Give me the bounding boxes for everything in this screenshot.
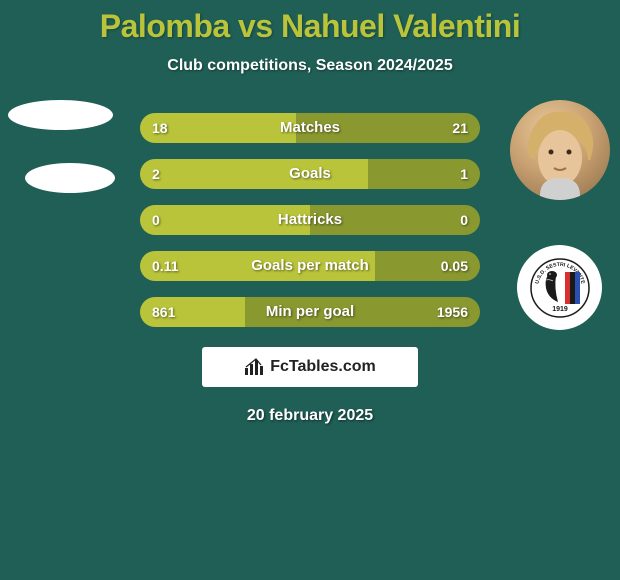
- stat-value-left: 18: [152, 113, 168, 143]
- crest-icon: U.S.D. SESTRI LEVANTE 1919: [530, 258, 590, 318]
- stat-value-right: 21: [452, 113, 468, 143]
- stat-label: Goals per match: [251, 251, 369, 281]
- stat-bar-left: [140, 159, 368, 189]
- face-icon: [510, 100, 610, 200]
- stat-value-right: 0.05: [441, 251, 468, 281]
- stat-label: Min per goal: [266, 297, 354, 327]
- player-right-avatar: [510, 100, 610, 200]
- club-right-badge: U.S.D. SESTRI LEVANTE 1919: [517, 245, 602, 330]
- stat-value-right: 0: [460, 205, 468, 235]
- stat-row: 861 1956 Min per goal: [140, 297, 480, 327]
- stat-value-left: 861: [152, 297, 175, 327]
- stat-value-right: 1: [460, 159, 468, 189]
- stat-row: 18 21 Matches: [140, 113, 480, 143]
- subtitle: Club competitions, Season 2024/2025: [0, 57, 620, 75]
- bar-chart-icon: [244, 358, 264, 376]
- stat-value-left: 0.11: [152, 251, 178, 281]
- branding-badge: FcTables.com: [202, 347, 418, 387]
- svg-text:1919: 1919: [552, 306, 568, 313]
- stat-value-right: 1956: [437, 297, 468, 327]
- page-title: Palomba vs Nahuel Valentini: [0, 8, 620, 45]
- stat-label: Goals: [289, 159, 331, 189]
- stats-area: U.S.D. SESTRI LEVANTE 1919 1821Matches21…: [0, 113, 620, 333]
- stat-value-left: 2: [152, 159, 160, 189]
- comparison-infographic: Palomba vs Nahuel Valentini Club competi…: [0, 0, 620, 580]
- stat-value-left: 0: [152, 205, 160, 235]
- stat-label: Hattricks: [278, 205, 342, 235]
- date-line: 20 february 2025: [0, 407, 620, 425]
- stat-row: 0.11 0.05 Goals per match: [140, 251, 480, 281]
- player-left-avatar-placeholder: [8, 100, 113, 130]
- stat-row: 2 1 Goals: [140, 159, 480, 189]
- stat-label: Matches: [280, 113, 340, 143]
- club-left-badge-placeholder: [25, 163, 115, 193]
- stat-row: 0 0 Hattricks: [140, 205, 480, 235]
- branding-label: FcTables.com: [270, 358, 376, 376]
- stat-bars: 1821Matches21Goals00Hattricks0.110.05Goa…: [140, 113, 480, 343]
